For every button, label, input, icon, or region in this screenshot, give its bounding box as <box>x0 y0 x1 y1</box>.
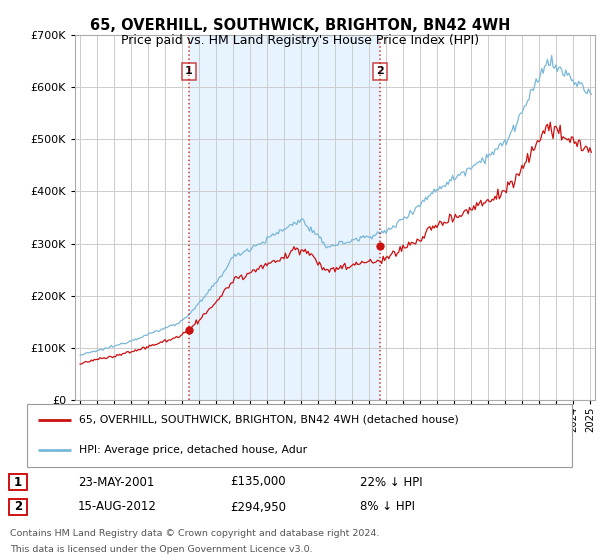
Text: £135,000: £135,000 <box>230 475 286 488</box>
Text: 65, OVERHILL, SOUTHWICK, BRIGHTON, BN42 4WH: 65, OVERHILL, SOUTHWICK, BRIGHTON, BN42 … <box>90 18 510 33</box>
Text: 2: 2 <box>376 67 383 77</box>
Text: 2: 2 <box>14 501 22 514</box>
Text: Contains HM Land Registry data © Crown copyright and database right 2024.: Contains HM Land Registry data © Crown c… <box>10 529 379 538</box>
Text: HPI: Average price, detached house, Adur: HPI: Average price, detached house, Adur <box>79 445 307 455</box>
Bar <box>188 35 380 400</box>
FancyBboxPatch shape <box>27 404 572 466</box>
Text: 65, OVERHILL, SOUTHWICK, BRIGHTON, BN42 4WH (detached house): 65, OVERHILL, SOUTHWICK, BRIGHTON, BN42 … <box>79 414 459 424</box>
Text: 15-AUG-2012: 15-AUG-2012 <box>78 501 157 514</box>
Text: £294,950: £294,950 <box>230 501 286 514</box>
Text: 22% ↓ HPI: 22% ↓ HPI <box>360 475 422 488</box>
FancyBboxPatch shape <box>9 499 27 515</box>
Text: 23-MAY-2001: 23-MAY-2001 <box>78 475 154 488</box>
Text: This data is licensed under the Open Government Licence v3.0.: This data is licensed under the Open Gov… <box>10 544 313 553</box>
Text: 1: 1 <box>14 475 22 488</box>
FancyBboxPatch shape <box>9 474 27 490</box>
Text: Price paid vs. HM Land Registry's House Price Index (HPI): Price paid vs. HM Land Registry's House … <box>121 34 479 46</box>
Text: 8% ↓ HPI: 8% ↓ HPI <box>360 501 415 514</box>
Text: 1: 1 <box>185 67 193 77</box>
